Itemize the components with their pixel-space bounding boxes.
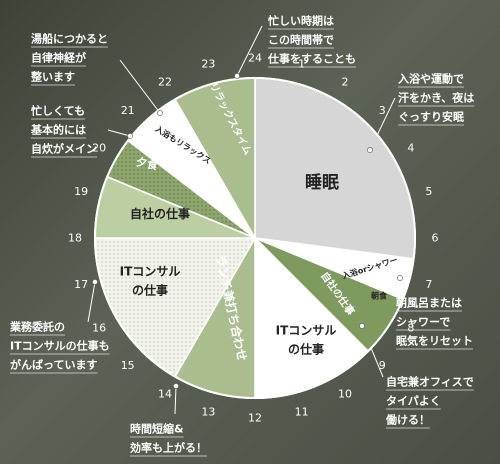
hour-tick-label: 10: [338, 387, 352, 400]
annotation-morning-bath-note-line: 眠気をリセット: [396, 334, 473, 348]
annotation-consul-note-line: がんばっています: [10, 358, 97, 372]
hour-tick-label: 24: [248, 52, 262, 65]
segment-label-sleep: 睡眠: [305, 172, 339, 193]
annotation-sleep-note-line: 入浴や運動で: [398, 72, 464, 86]
annotation-dinner-note-line: 基本的には: [30, 123, 86, 137]
segment-label-it-consul-am: の仕事: [288, 341, 324, 356]
annotation-home-office-note-line: タイパよく: [386, 395, 441, 408]
segment-label-dinner: 夕食: [135, 154, 160, 172]
hour-tick-label: 15: [121, 359, 135, 372]
leader-dot: [157, 110, 163, 116]
leader-dot: [397, 275, 403, 281]
segment-label-it-consul-pm: ITコンサル: [120, 265, 181, 279]
hour-tick-label: 7: [425, 278, 432, 291]
annotation-sleep-note-line: 汗をかき、夜は: [398, 91, 474, 105]
hour-tick-label: 22: [158, 76, 172, 89]
hour-tick-label: 8: [407, 322, 414, 335]
annotation-consul-note-line: ITコンサルの仕事も: [10, 339, 110, 353]
hour-tick-label: 23: [201, 58, 215, 71]
annotation-morning-bath-note-line: シャワーで: [396, 316, 450, 329]
annotation-dinner-note-line: 自炊がメイン: [31, 142, 97, 156]
annotation-bath-note-line: 自律神経が: [31, 51, 86, 65]
annotation-busy-line: 忙しい時期は: [268, 14, 334, 28]
hour-tick-label: 19: [74, 185, 88, 198]
segment-label-breakfast: 朝食: [371, 291, 388, 301]
hour-tick-label: 4: [407, 142, 414, 155]
segment-sleep: [254, 77, 416, 260]
hour-tick-label: 9: [379, 359, 386, 372]
annotation-home-office-note-line: 自宅兼オフィスで: [386, 375, 474, 389]
hour-tick-label: 20: [92, 142, 106, 155]
annotation-dinner-note-line: 忙しくても: [31, 104, 85, 118]
leader-dot: [359, 323, 365, 329]
annotation-home-office-note-line: 働ける！: [385, 413, 430, 427]
leader-dot: [234, 73, 240, 79]
annotation-bath-note-line: 湯船につかると: [31, 32, 108, 46]
segment-label-it-consul-am: ITコンサル: [276, 324, 337, 338]
annotation-busy-line: 仕事をすることも: [267, 52, 356, 66]
leader-dot: [173, 383, 179, 389]
leader-line: [87, 281, 96, 323]
annotation-bath-note-line: 整います: [30, 70, 75, 84]
leader-line: [236, 25, 263, 77]
hour-tick-label: 5: [425, 185, 432, 198]
leader-dot: [127, 133, 133, 139]
schedule-pie: [94, 77, 416, 399]
annotation-busy-line: この時間帯で: [268, 33, 334, 47]
hour-tick-label: 1: [298, 58, 305, 71]
hour-tick-label: 16: [92, 322, 106, 335]
leader-line: [107, 129, 131, 137]
annotation-sleep-note-line: ぐっすり安眠: [398, 110, 464, 124]
leader-line: [119, 59, 161, 114]
annotation-lunch-note-line: 時間短縮&: [130, 422, 184, 436]
hour-tick-label: 17: [74, 278, 88, 291]
leader-line: [174, 385, 177, 415]
hour-tick-label: 21: [121, 104, 135, 117]
annotation-morning-bath-note-line: 朝風呂または: [396, 296, 462, 310]
hour-tick-label: 3: [379, 104, 386, 117]
hour-tick-label: 18: [68, 232, 82, 245]
segment-label-it-consul-pm: の仕事: [132, 282, 168, 297]
leader-dot: [92, 279, 98, 285]
hour-tick-label: 14: [158, 387, 172, 400]
annotation-consul-note-line: 業務委託の: [9, 320, 65, 334]
hour-tick-label: 13: [201, 405, 215, 418]
hour-tick-label: 6: [432, 232, 439, 245]
hour-tick-label: 12: [248, 412, 262, 425]
hour-tick-label: 2: [342, 76, 349, 89]
annotation-lunch-note-line: 効率も上がる！: [130, 441, 207, 455]
hour-tick-label: 11: [295, 405, 309, 418]
segment-label-own-work-evening: 自社の仕事: [130, 206, 190, 221]
leader-dot: [367, 147, 373, 153]
